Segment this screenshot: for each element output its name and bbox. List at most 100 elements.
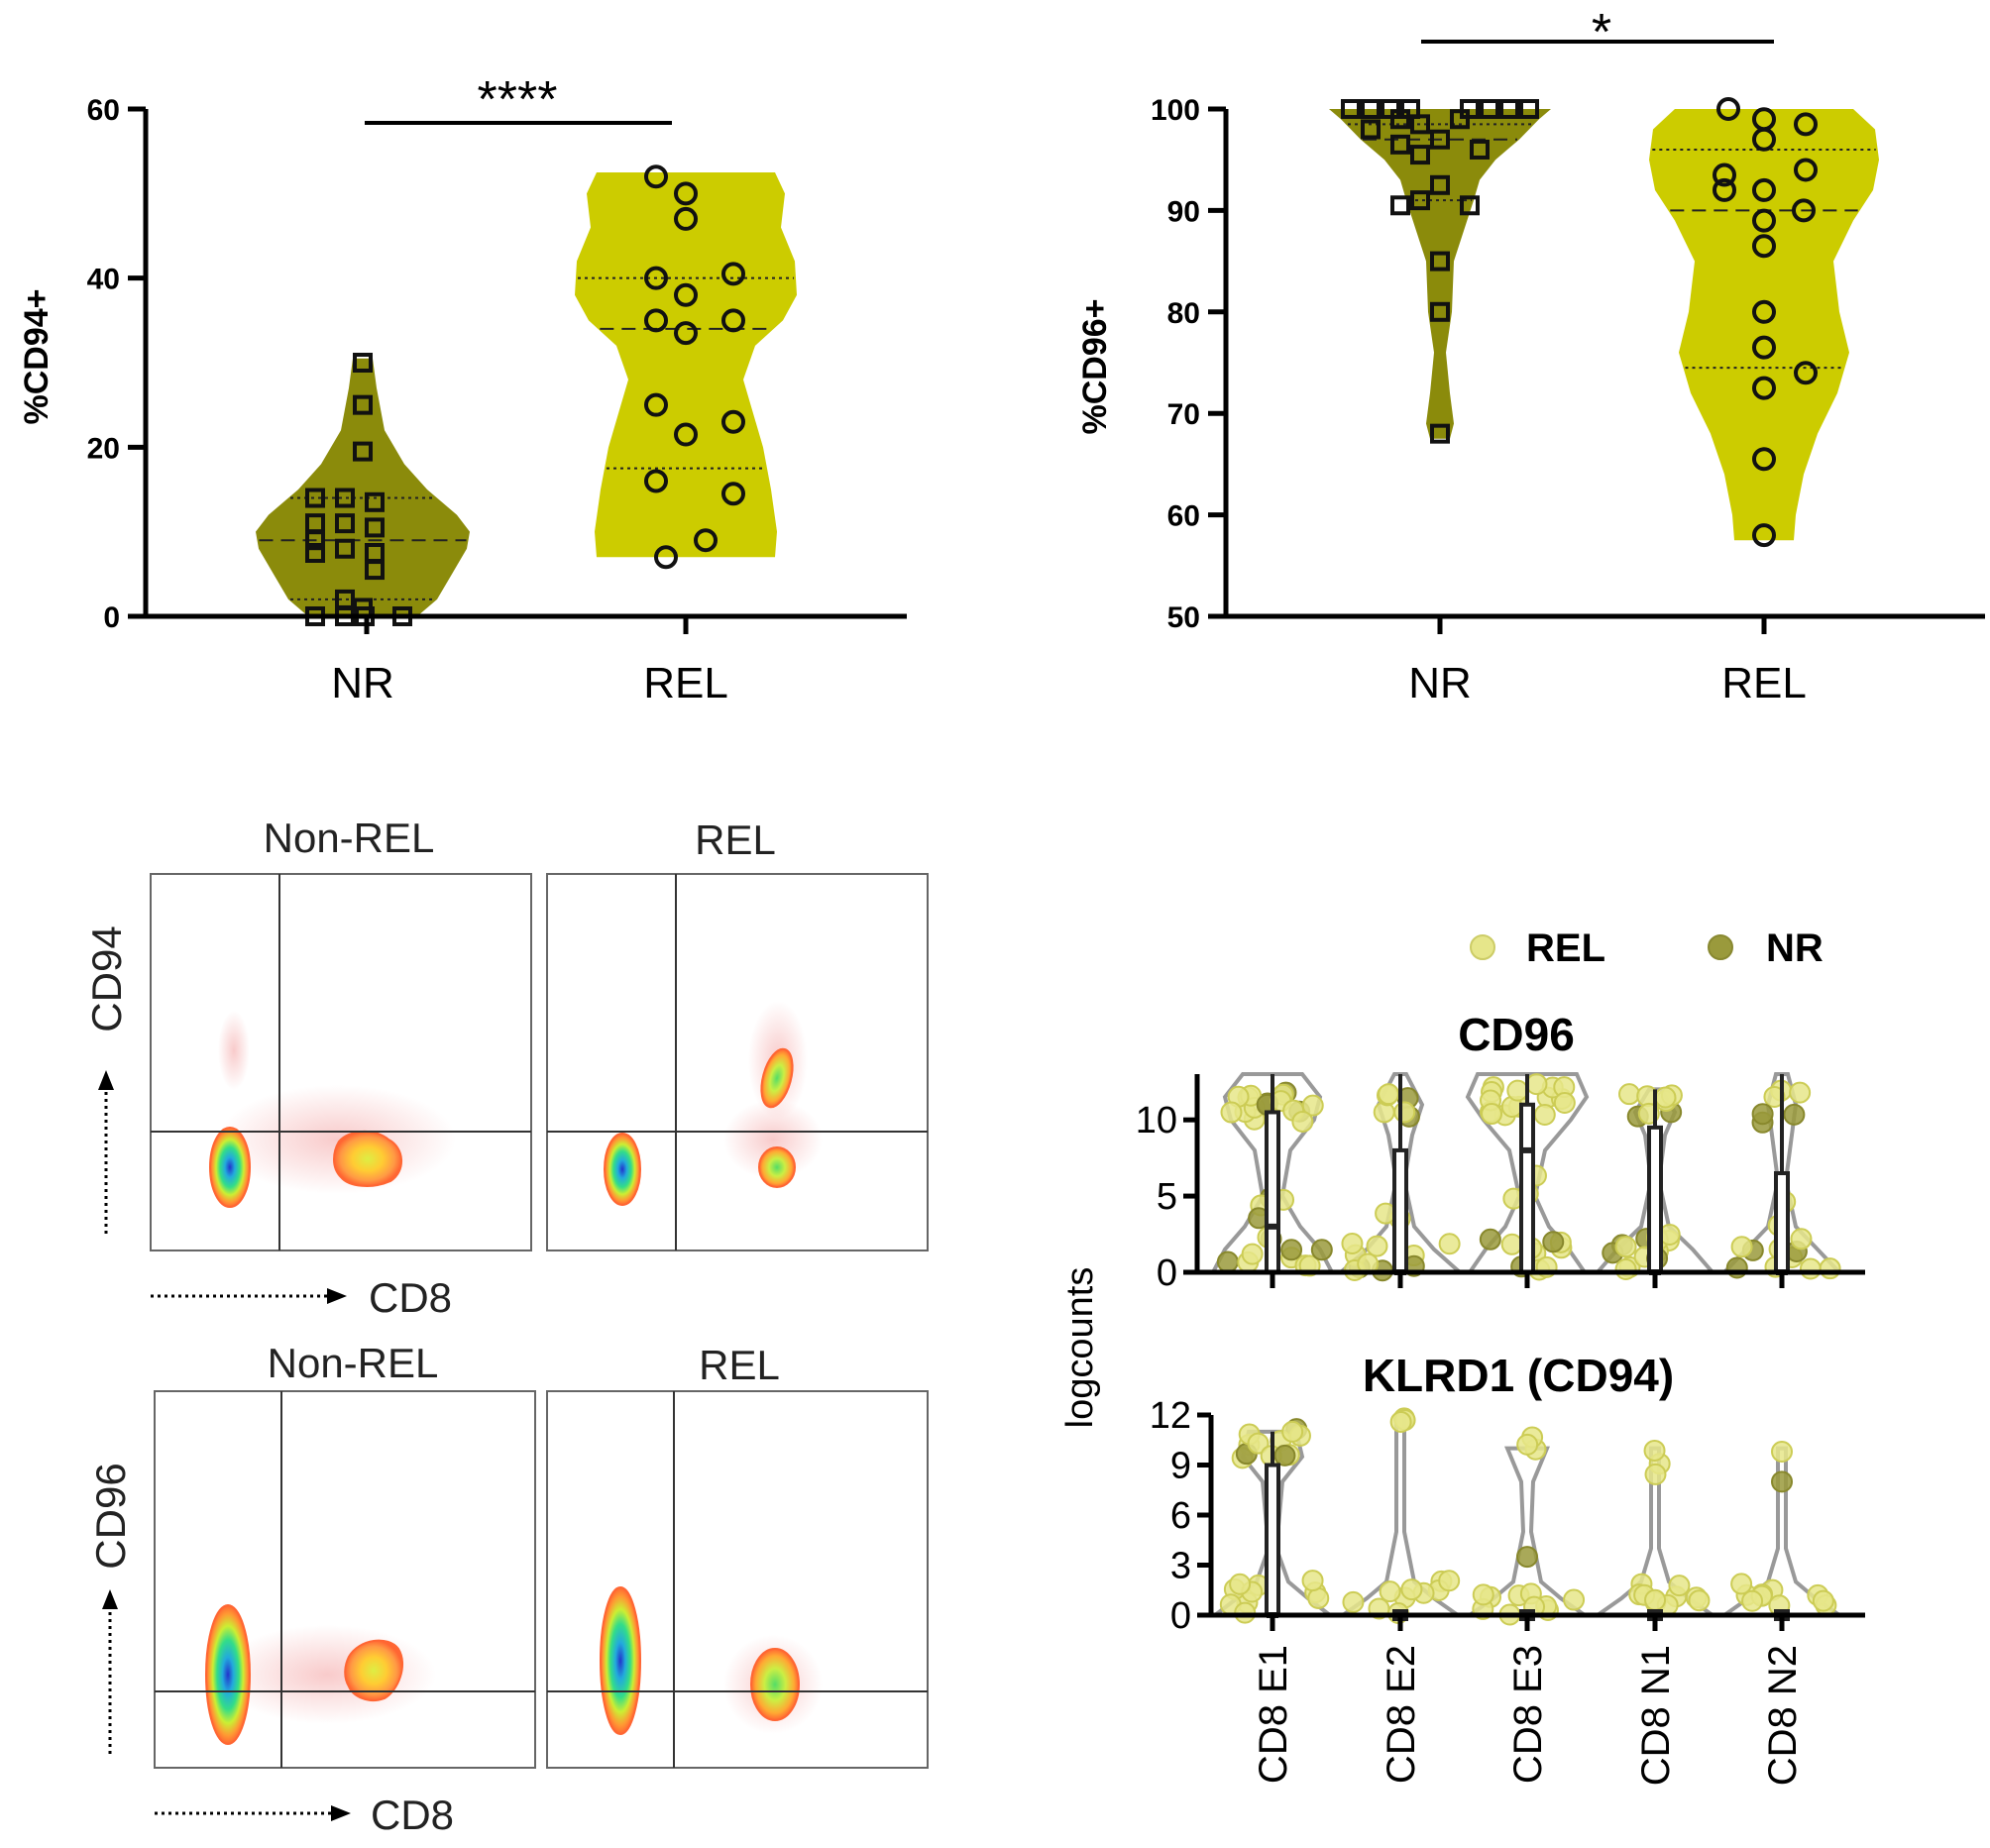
flow-r1-y-arrow-head — [98, 1070, 114, 1090]
cell-point — [1301, 1570, 1324, 1592]
legend-swatch-rel — [1470, 934, 1495, 960]
data-point-nr — [1519, 99, 1539, 119]
flow-population-cd96pos-cd8pos — [750, 1648, 800, 1721]
cell-point — [1281, 1420, 1304, 1443]
flow-population-cd8pos — [333, 1131, 402, 1187]
logcounts-category-labels: CD8 E1 CD8 E2 CD8 E3 CD8 N1 CD8 N2 — [1252, 1645, 1805, 1786]
cd96-logcounts-title: CD96 — [1458, 1009, 1575, 1060]
cell-point — [1389, 1410, 1412, 1433]
cd94-x-label-nr: NR — [331, 659, 394, 707]
data-point-nr — [1390, 109, 1410, 130]
category-label: CD8 E3 — [1506, 1645, 1550, 1784]
flow-population-cd94neg — [758, 1146, 796, 1188]
cell-point — [1525, 1073, 1548, 1096]
legend-label-rel: REL — [1526, 926, 1605, 970]
category-label: CD8 E1 — [1252, 1645, 1295, 1784]
cell-point — [1751, 1103, 1774, 1126]
data-point-nr — [305, 488, 325, 508]
data-point-nr — [1361, 119, 1381, 140]
cd96-x-label-rel: REL — [1721, 659, 1807, 707]
cell-point — [1220, 1101, 1243, 1124]
cd96-y-tick-label: 100 — [1151, 94, 1200, 127]
data-point-nr — [335, 538, 355, 559]
data-point-nr — [365, 560, 385, 581]
cell-point — [1725, 1256, 1748, 1279]
cell-point — [1730, 1573, 1753, 1595]
cd94-y-tick-label: 40 — [87, 264, 120, 296]
data-point-rel — [654, 545, 678, 570]
cell-point — [1241, 1243, 1264, 1265]
legend-label-nr: NR — [1766, 926, 1824, 970]
data-point-nr — [1390, 195, 1410, 216]
data-point-nr — [1450, 109, 1470, 130]
data-point-rel — [1752, 523, 1776, 548]
flow-population-cd8neg — [604, 1133, 641, 1206]
logcounts-panel: REL NR CD96 0 5 10 KLRD1 (CD94) 0 3 6 9 12 log… — [1059, 926, 1865, 1786]
cell-point — [1790, 1228, 1813, 1250]
data-point-rel — [1794, 158, 1818, 182]
cd94-y-ticks: 0 20 40 60 — [87, 94, 146, 634]
data-point-rel — [674, 282, 698, 307]
cd96lc-y-tick-label: 0 — [1157, 1252, 1177, 1294]
cell-point — [1341, 1233, 1364, 1255]
data-point-nr — [1460, 195, 1480, 216]
flow-plot-cd96-rel — [546, 1390, 929, 1769]
flow-haze — [218, 1011, 250, 1090]
cell-point — [1400, 1578, 1423, 1601]
cell-point — [1366, 1235, 1388, 1257]
klrd1-logcounts-x-ticks — [1270, 1615, 1785, 1631]
data-point-rel — [1752, 447, 1776, 472]
cell-point — [1516, 1433, 1539, 1456]
category-label: CD8 N2 — [1761, 1645, 1805, 1786]
cd94-significance-label: **** — [478, 71, 558, 129]
data-point-rel — [644, 308, 668, 333]
cd96lc-y-tick-label: 5 — [1157, 1176, 1177, 1218]
flow-plot-cd96-nonrel — [154, 1390, 536, 1769]
category-label: CD8 E2 — [1380, 1645, 1423, 1784]
data-point-rel — [694, 528, 718, 553]
cd96-logcounts-violins — [1209, 1072, 1844, 1282]
cell-point — [1438, 1233, 1461, 1255]
data-point-nr — [1390, 134, 1410, 155]
klrd1-logcounts-title: KLRD1 (CD94) — [1363, 1350, 1674, 1401]
klrd1-logcounts-violins — [1209, 1407, 1846, 1626]
cd96-y-tick-label: 70 — [1167, 398, 1200, 431]
category-label: CD8 N1 — [1634, 1645, 1678, 1786]
data-point-rel — [1794, 361, 1818, 385]
flow-plot-frame — [150, 873, 532, 1251]
klrd1-logcounts-y-ticks: 0 3 6 9 12 — [1150, 1395, 1211, 1637]
data-point-rel — [1752, 299, 1776, 324]
cell-point — [1812, 1589, 1834, 1612]
cell-point — [1563, 1588, 1586, 1611]
box — [1519, 1102, 1535, 1275]
data-point-nr — [1480, 99, 1499, 119]
data-point-rel — [1752, 234, 1776, 259]
data-point-rel — [1752, 376, 1776, 400]
data-point-rel — [721, 482, 745, 506]
data-point-nr — [353, 441, 373, 462]
cell-point — [1614, 1257, 1637, 1280]
cell-point — [1771, 1441, 1793, 1464]
flow-r2-x-label: CD8 — [371, 1792, 454, 1838]
flow-population-cd96pos-cd8neg — [205, 1604, 251, 1745]
data-point-rel — [1752, 208, 1776, 233]
flow-r1-right-title: REL — [695, 816, 776, 863]
flow-r1-x-arrow-head — [327, 1288, 347, 1304]
cell-point — [1819, 1257, 1841, 1280]
klrd1-y-tick-label: 6 — [1170, 1495, 1191, 1537]
flow-plot-cd94-rel — [546, 873, 929, 1251]
cd94-x-label-rel: REL — [643, 659, 728, 707]
cell-point — [1542, 1231, 1565, 1253]
cell-point — [1553, 1091, 1576, 1114]
flow-r2-y-label: CD96 — [87, 1463, 134, 1569]
cell-point — [1506, 1079, 1529, 1102]
data-point-nr — [1341, 99, 1361, 119]
cell-point — [1379, 1580, 1401, 1603]
flow-plot-frame — [546, 873, 929, 1251]
box — [1647, 1125, 1663, 1275]
violin-nr — [1329, 109, 1551, 439]
box — [1265, 1463, 1280, 1617]
legend-swatch-nr — [1708, 934, 1733, 960]
data-point-nr — [335, 488, 355, 508]
flow-r1-left-title: Non-REL — [264, 815, 435, 861]
